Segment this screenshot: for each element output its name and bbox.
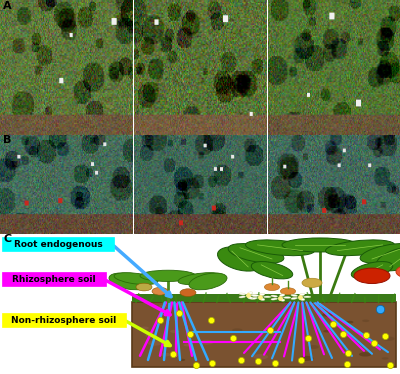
Ellipse shape — [140, 270, 196, 282]
Ellipse shape — [180, 289, 196, 297]
Ellipse shape — [189, 273, 227, 290]
Ellipse shape — [264, 283, 280, 291]
Ellipse shape — [376, 247, 400, 271]
Ellipse shape — [260, 293, 265, 296]
Text: Rhizosphere soil: Rhizosphere soil — [12, 275, 96, 284]
Circle shape — [159, 305, 168, 308]
Circle shape — [160, 353, 170, 356]
Ellipse shape — [300, 293, 305, 296]
Ellipse shape — [218, 247, 262, 271]
Ellipse shape — [248, 292, 253, 294]
Ellipse shape — [280, 288, 296, 295]
Ellipse shape — [271, 295, 278, 297]
Circle shape — [346, 321, 354, 324]
Text: C: C — [3, 234, 11, 244]
Ellipse shape — [136, 283, 152, 291]
Ellipse shape — [280, 299, 285, 301]
Circle shape — [308, 345, 319, 349]
Circle shape — [232, 328, 242, 332]
Circle shape — [146, 334, 156, 337]
Ellipse shape — [302, 278, 322, 287]
Ellipse shape — [251, 297, 258, 299]
Ellipse shape — [351, 261, 393, 279]
Ellipse shape — [178, 273, 222, 285]
Ellipse shape — [152, 287, 168, 295]
Ellipse shape — [251, 261, 293, 279]
Circle shape — [322, 313, 333, 317]
Circle shape — [253, 354, 268, 359]
Ellipse shape — [271, 298, 278, 300]
Circle shape — [362, 319, 369, 322]
Circle shape — [382, 337, 395, 341]
Ellipse shape — [264, 296, 271, 298]
Circle shape — [200, 340, 214, 345]
FancyBboxPatch shape — [2, 313, 126, 327]
Text: Root endogenous: Root endogenous — [14, 240, 102, 249]
Ellipse shape — [280, 294, 285, 296]
Circle shape — [359, 352, 372, 356]
Ellipse shape — [114, 273, 158, 285]
Ellipse shape — [228, 243, 284, 263]
Ellipse shape — [291, 297, 298, 299]
Ellipse shape — [239, 296, 246, 298]
Ellipse shape — [248, 297, 253, 299]
Text: Non-rhizosphere soil: Non-rhizosphere soil — [11, 316, 117, 325]
FancyBboxPatch shape — [2, 237, 114, 251]
Polygon shape — [132, 303, 396, 367]
Circle shape — [148, 341, 162, 346]
Ellipse shape — [251, 294, 258, 296]
Ellipse shape — [239, 293, 246, 295]
Ellipse shape — [354, 268, 390, 283]
Ellipse shape — [252, 295, 259, 296]
Ellipse shape — [109, 273, 147, 290]
Circle shape — [382, 357, 388, 360]
Circle shape — [299, 356, 314, 361]
Circle shape — [170, 330, 179, 333]
Ellipse shape — [282, 238, 358, 252]
Ellipse shape — [291, 294, 298, 296]
Text: A: A — [3, 1, 12, 11]
Ellipse shape — [304, 296, 311, 298]
Ellipse shape — [260, 298, 265, 300]
Ellipse shape — [300, 298, 305, 300]
Ellipse shape — [246, 240, 314, 256]
Ellipse shape — [360, 243, 400, 263]
Ellipse shape — [326, 240, 394, 256]
Circle shape — [184, 343, 192, 347]
FancyBboxPatch shape — [2, 272, 106, 286]
Text: B: B — [3, 135, 12, 145]
Circle shape — [178, 359, 185, 361]
Circle shape — [323, 330, 330, 332]
Circle shape — [141, 327, 149, 329]
Ellipse shape — [396, 265, 400, 279]
Ellipse shape — [284, 297, 291, 298]
